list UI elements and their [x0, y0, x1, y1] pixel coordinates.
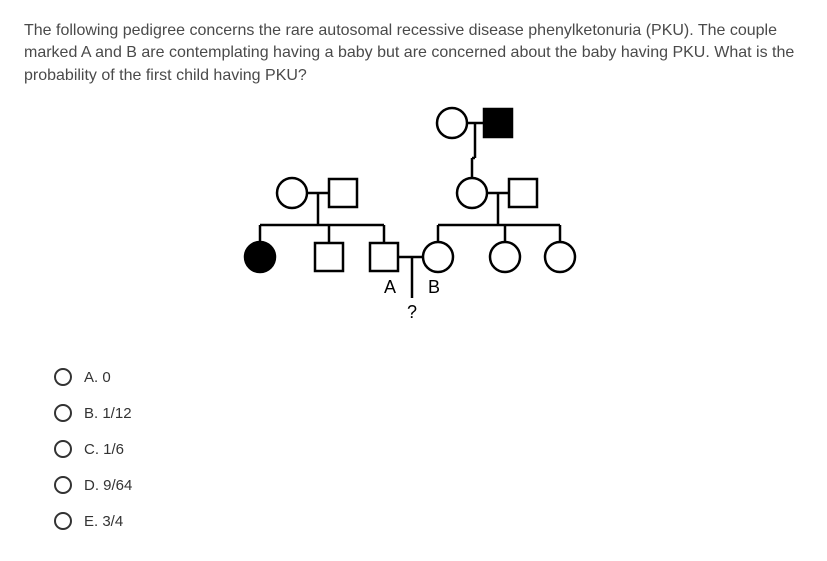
radio-icon — [54, 440, 72, 458]
option-a[interactable]: A. 0 — [54, 368, 803, 386]
label-b: B — [427, 277, 439, 297]
option-label: A. 0 — [84, 369, 111, 386]
option-label: E. 3/4 — [84, 513, 123, 530]
label-a: A — [383, 277, 395, 297]
option-label: B. 1/12 — [84, 405, 132, 422]
radio-icon — [54, 368, 72, 386]
pedigree-diagram-container: A B ? — [24, 103, 803, 328]
radio-icon — [54, 404, 72, 422]
pedigree-svg: A B ? — [225, 103, 603, 328]
answer-options: A. 0 B. 1/12 C. 1/6 D. 9/64 E. 3/4 — [24, 368, 803, 530]
radio-icon — [54, 476, 72, 494]
option-b[interactable]: B. 1/12 — [54, 404, 803, 422]
label-question: ? — [406, 302, 416, 322]
option-d[interactable]: D. 9/64 — [54, 476, 803, 494]
option-label: D. 9/64 — [84, 477, 132, 494]
option-e[interactable]: E. 3/4 — [54, 512, 803, 530]
option-c[interactable]: C. 1/6 — [54, 440, 803, 458]
radio-icon — [54, 512, 72, 530]
question-text: The following pedigree concerns the rare… — [24, 20, 803, 87]
pedigree-diagram: A B ? — [225, 103, 603, 328]
option-label: C. 1/6 — [84, 441, 124, 458]
